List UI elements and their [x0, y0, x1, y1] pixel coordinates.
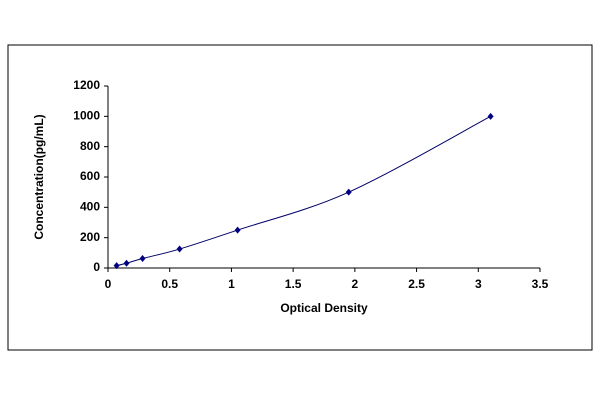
x-tick-label: 2 — [352, 277, 359, 291]
y-tick-label: 800 — [80, 139, 100, 153]
data-point — [234, 226, 241, 234]
y-tick-label: 200 — [80, 230, 100, 244]
chart-frame — [7, 44, 593, 351]
y-tick-label: 1000 — [73, 109, 100, 123]
data-point — [345, 188, 352, 196]
x-axis-title: Optical Density — [280, 301, 368, 315]
y-tick-label: 400 — [80, 200, 100, 214]
y-tick-label: 600 — [80, 169, 100, 183]
x-tick-label: 0.5 — [161, 277, 178, 291]
x-tick-label: 0 — [105, 277, 112, 291]
x-tick-label: 1 — [228, 277, 235, 291]
data-point — [487, 112, 494, 120]
data-point — [139, 255, 146, 263]
x-tick-label: 3.5 — [532, 277, 549, 291]
y-tick-label: 1200 — [73, 78, 100, 92]
data-point — [176, 245, 183, 253]
y-axis-title: Concentration(pg/mL) — [32, 114, 46, 239]
y-tick-label: 0 — [93, 260, 100, 274]
data-point — [113, 262, 120, 270]
x-tick-label: 1.5 — [285, 277, 302, 291]
data-point — [123, 259, 130, 267]
x-tick-label: 2.5 — [408, 277, 425, 291]
x-tick-label: 3 — [475, 277, 482, 291]
